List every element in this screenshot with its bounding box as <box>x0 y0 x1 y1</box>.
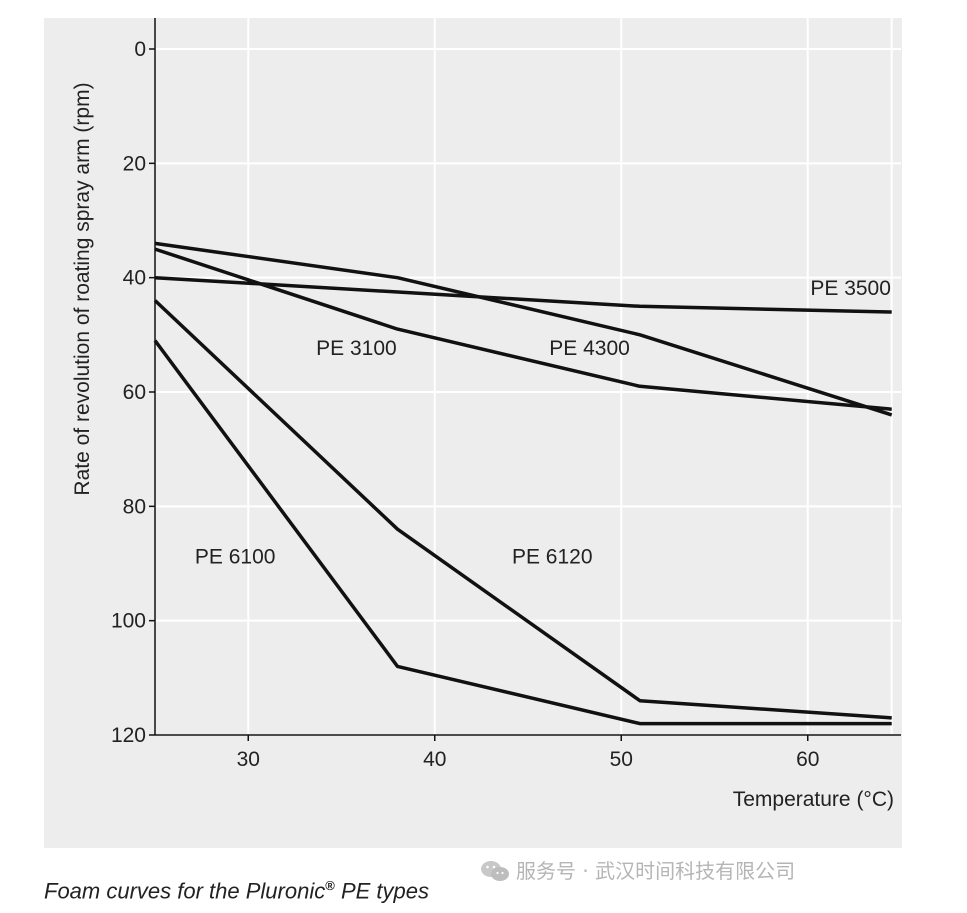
series-line-pe-3100 <box>154 247 892 411</box>
series-label-pe-3500: PE 3500 <box>810 277 891 300</box>
series-line-pe-6120 <box>153 299 892 720</box>
caption-text: Foam curves for the Pluronic <box>44 878 326 904</box>
x-tick-label: 30 <box>237 748 260 771</box>
watermark-text: 服务号 · 武汉时间科技有限公司 <box>516 859 796 883</box>
series-labels: PE 3500 PE 4300 PE 3100 PE 6120 PE 6100 <box>195 277 891 569</box>
axes <box>149 18 901 741</box>
grid <box>155 18 901 736</box>
caption-suffix: PE types <box>334 878 429 904</box>
y-tick-label: 0 <box>134 38 146 61</box>
series-line-pe-6100 <box>153 339 892 726</box>
y-tick-label: 60 <box>123 381 146 404</box>
y-axis-label: Rate of revolution of roating spray arm … <box>71 82 94 495</box>
series-line-pe-3500 <box>154 275 892 314</box>
chart-panel: 0 20 40 60 80 100 120 30 40 50 60 PE 3500 PE 4300 PE… <box>44 18 902 848</box>
y-tick-label: 120 <box>111 724 146 747</box>
x-tick-label: 50 <box>610 748 633 771</box>
figure-caption: Foam curves for the Pluronic® PE types <box>44 878 429 904</box>
watermark: 服务号 · 武汉时间科技有限公司 <box>480 855 795 884</box>
series-label-pe-6120: PE 6120 <box>512 546 593 569</box>
tick-labels: 0 20 40 60 80 100 120 30 40 50 60 <box>111 38 819 771</box>
series-line-pe-4300 <box>154 241 893 417</box>
y-tick-label: 40 <box>123 267 146 290</box>
x-tick-label: 40 <box>423 748 446 771</box>
series-label-pe-4300: PE 4300 <box>549 337 630 360</box>
series-lines <box>153 241 893 726</box>
x-axis-label: Temperature (°C) <box>733 788 894 811</box>
y-tick-label: 100 <box>111 610 146 633</box>
wechat-icon <box>481 861 509 881</box>
y-tick-label: 20 <box>123 152 146 175</box>
y-tick-label: 80 <box>123 495 146 518</box>
series-label-pe-6100: PE 6100 <box>195 546 276 569</box>
x-tick-label: 60 <box>796 748 819 771</box>
caption-registered-mark: ® <box>325 878 335 893</box>
series-label-pe-3100: PE 3100 <box>316 337 397 360</box>
